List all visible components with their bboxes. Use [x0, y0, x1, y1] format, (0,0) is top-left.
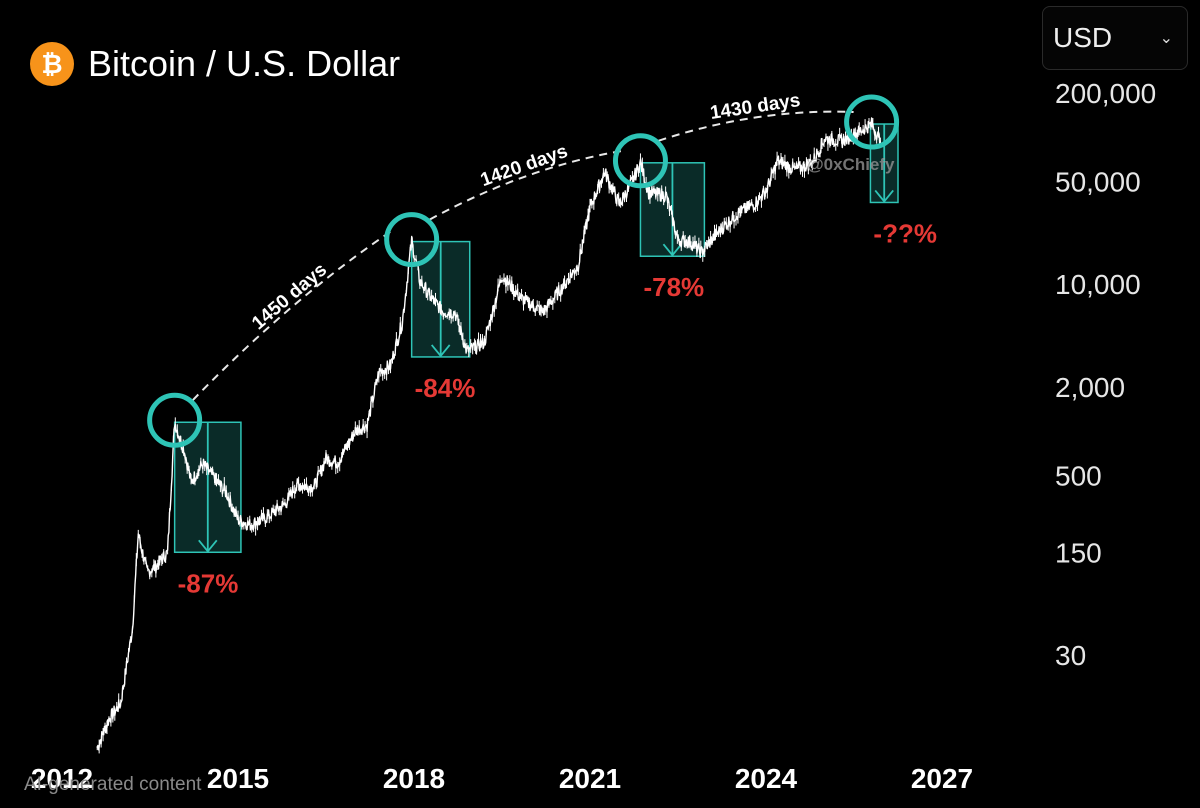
y-tick-label: 50,000 [1055, 166, 1141, 197]
drawdown-arrow-head [430, 344, 451, 358]
x-tick-label: 2018 [383, 763, 445, 794]
axes: 200,000 50,000 10,000 2,000 500 150 30 2012 2015… [31, 78, 1156, 794]
peak-circle [612, 133, 668, 189]
y-tick-label: 2,000 [1055, 372, 1125, 403]
y-tick-label: 10,000 [1055, 269, 1141, 300]
cycle-interval-label: 1450 days [248, 259, 331, 334]
x-tick-label: 2024 [735, 763, 798, 794]
y-tick-label: 200,000 [1055, 78, 1156, 109]
drawdown-arrow-head [198, 539, 218, 553]
drawdown-label: -84% [415, 373, 476, 403]
bitcoin-icon: ₿ [30, 42, 74, 86]
x-tick-label: 2015 [207, 763, 269, 794]
drawdown-boxes [173, 123, 899, 554]
ai-generated-note: AI-generated content [24, 774, 202, 795]
x-tick-label: 2021 [559, 763, 621, 794]
cycle-interval-lines [191, 110, 854, 401]
y-tick-label: 150 [1055, 537, 1102, 568]
peak-circle [147, 392, 203, 448]
peak-circle [384, 212, 440, 268]
drawdown-arrow-head [874, 189, 894, 203]
peak-circle [844, 94, 900, 150]
chart-header: ₿ Bitcoin / U.S. Dollar [30, 42, 400, 86]
peak-circles [147, 94, 900, 448]
watermark-text: @0xChiefy [807, 155, 895, 174]
cycle-interval-label: 1420 days [478, 141, 571, 191]
currency-label: USD [1053, 22, 1113, 53]
cycle-interval-line [191, 228, 395, 401]
currency-selector[interactable]: USD ⌄ [1042, 6, 1188, 70]
cycle-interval-line [429, 149, 623, 221]
chart-title: Bitcoin / U.S. Dollar [88, 43, 401, 84]
drawdown-arrow-head [662, 243, 683, 257]
drawdown-label: -87% [178, 568, 239, 598]
y-tick-label: 30 [1055, 640, 1086, 671]
drawdown-label: -??% [873, 218, 937, 248]
drawdown-label: -78% [643, 272, 704, 302]
x-tick-label: 2012 [31, 763, 93, 794]
x-tick-label: 2027 [911, 763, 973, 794]
chart-labels: -87% -84% -78% -??% 1450 days 1420 days 1430 d… [178, 90, 937, 598]
cycle-interval-line [658, 110, 854, 142]
chevron-down-icon: ⌄ [1159, 30, 1173, 47]
cycle-interval-label: 1430 days [709, 90, 802, 124]
y-tick-label: 500 [1055, 460, 1102, 491]
